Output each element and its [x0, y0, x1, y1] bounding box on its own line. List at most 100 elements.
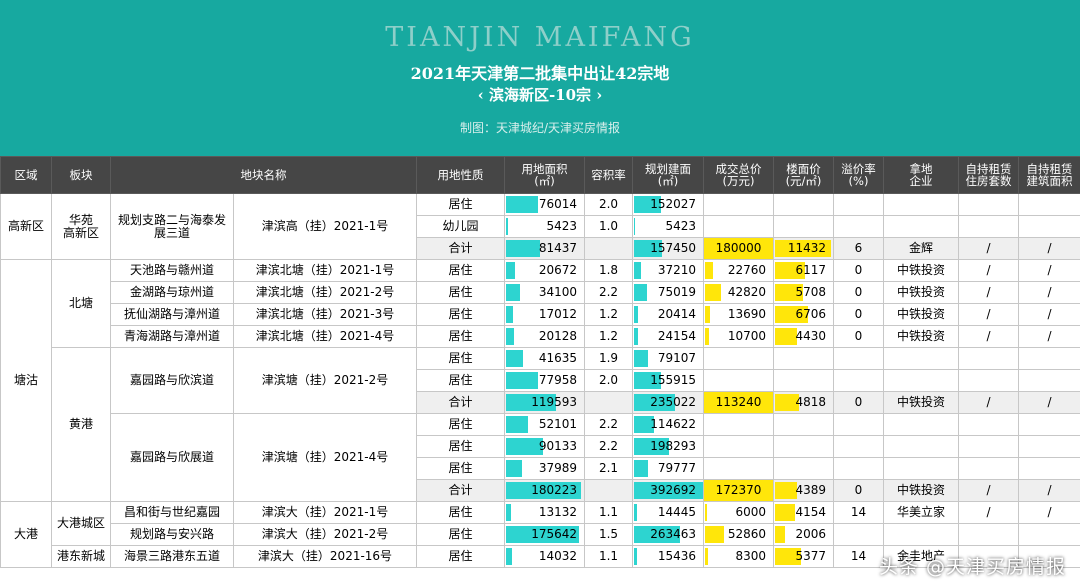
value-bar	[775, 526, 785, 543]
floor-price: 2006	[773, 523, 834, 546]
value-bar	[634, 240, 662, 257]
buyer	[883, 193, 959, 216]
plot-ratio: 1.5	[584, 523, 633, 546]
table-header-row: 区域 板块 地块名称 用地性质 用地面积 (㎡) 容积率 规划建面 (㎡) 成交总价 (万元)…	[0, 156, 1080, 194]
table-row: 合计 180223 392692 172370 4389 0 中铁投资 / /	[1, 479, 1080, 502]
parcel-code: 津滨北塘（挂）2021-4号	[233, 325, 417, 348]
land-use: 居住	[416, 193, 505, 216]
floor-price	[773, 457, 834, 480]
deal-price	[703, 369, 774, 392]
land-auction-table: 区域 板块 地块名称 用地性质 用地面积 (㎡) 容积率 规划建面 (㎡) 成交总价 (万元)…	[0, 156, 1080, 568]
region-cell: 塘沽	[0, 259, 52, 502]
planned-gfa: 37210	[632, 259, 704, 282]
land-use: 居住	[416, 523, 505, 546]
land-area: 14032	[504, 545, 585, 568]
land-use: 居住	[416, 457, 505, 480]
value-bar	[775, 240, 832, 257]
value-bar	[506, 504, 512, 521]
rental-area	[1018, 369, 1080, 392]
cell-value: 152027	[650, 197, 696, 212]
value-bar	[705, 548, 708, 565]
deal-price	[703, 215, 774, 238]
rental-area: /	[1018, 237, 1080, 260]
block-cell: 华苑 高新区	[51, 193, 111, 260]
planned-gfa: 198293	[632, 435, 704, 458]
rental-area	[1018, 193, 1080, 216]
parcel-name: 天池路与赣州道	[110, 259, 234, 282]
planned-gfa: 79777	[632, 457, 704, 480]
deal-price: 42820	[703, 281, 774, 304]
parcel-code: 津滨北塘（挂）2021-3号	[233, 303, 417, 326]
rental-units: /	[958, 237, 1019, 260]
cell-value: 52101	[538, 417, 577, 432]
cell-value: 198293	[650, 439, 696, 454]
value-bar	[775, 394, 799, 411]
cell-value: 392692	[650, 483, 696, 498]
land-area: 52101	[504, 413, 585, 436]
floor-price	[773, 369, 834, 392]
column-header: 自持租赁 住房套数	[958, 156, 1019, 194]
plot-ratio: 1.1	[584, 501, 633, 524]
rental-units: /	[958, 501, 1019, 524]
value-bar	[775, 262, 806, 279]
table-row: 金湖路与琼州道 津滨北塘（挂）2021-2号 居住 34100 2.2 75019 4282…	[1, 281, 1080, 304]
block-cell: 黄港	[51, 347, 111, 502]
value-bar	[705, 284, 721, 301]
planned-gfa: 79107	[632, 347, 704, 370]
buyer: 金圭地产	[883, 545, 959, 568]
cell-value: 15436	[657, 549, 696, 564]
value-bar	[775, 306, 808, 323]
cell-value: 14445	[657, 505, 696, 520]
value-bar	[775, 284, 804, 301]
buyer: 中铁投资	[883, 259, 959, 282]
value-bar	[634, 548, 637, 565]
value-bar	[506, 460, 522, 477]
parcel-name: 抚仙湖路与漳州道	[110, 303, 234, 326]
rental-area	[1018, 413, 1080, 436]
cell-value: 76014	[538, 197, 577, 212]
floor-price: 4430	[773, 325, 834, 348]
parcel-name: 青海湖路与漳州道	[110, 325, 234, 348]
premium-rate: 0	[833, 325, 884, 348]
premium-rate: 0	[833, 479, 884, 502]
planned-gfa: 263463	[632, 523, 704, 546]
rental-units: /	[958, 325, 1019, 348]
premium-rate	[833, 435, 884, 458]
land-use: 幼儿园	[416, 215, 505, 238]
rental-area: /	[1018, 325, 1080, 348]
land-area: 13132	[504, 501, 585, 524]
floor-price: 4818	[773, 391, 834, 414]
land-area: 20128	[504, 325, 585, 348]
value-bar	[634, 306, 638, 323]
land-use: 合计	[416, 237, 505, 260]
value-bar	[634, 416, 655, 433]
parcel-code: 津滨大（挂）2021-2号	[233, 523, 417, 546]
cell-value: 235022	[650, 395, 696, 410]
value-bar	[634, 394, 676, 411]
rental-units	[958, 457, 1019, 480]
column-header: 区域	[0, 156, 52, 194]
cell-value: 13132	[538, 505, 577, 520]
table-row: 港东新城 海景三路港东五道 津滨大（挂）2021-16号 居住 14032 1.1 1543…	[1, 545, 1080, 568]
buyer: 中铁投资	[883, 303, 959, 326]
cell-value: 263463	[650, 527, 696, 542]
value-bar	[775, 548, 802, 565]
page-subtitle: ‹ 滨海新区-10宗 ›	[477, 86, 603, 104]
planned-gfa: 114622	[632, 413, 704, 436]
land-use: 居住	[416, 501, 505, 524]
cell-value: 6000	[735, 505, 766, 520]
premium-rate	[833, 413, 884, 436]
rental-area: /	[1018, 501, 1080, 524]
rental-area: /	[1018, 479, 1080, 502]
parcel-name: 海景三路港东五道	[110, 545, 234, 568]
buyer	[883, 413, 959, 436]
rental-units	[958, 435, 1019, 458]
column-header: 拿地 企业	[883, 156, 959, 194]
cell-value: 17012	[538, 307, 577, 322]
cell-value: 5377	[795, 549, 826, 564]
premium-rate	[833, 457, 884, 480]
premium-rate	[833, 369, 884, 392]
land-use: 居住	[416, 303, 505, 326]
table-row: 高新区 华苑 高新区 规划支路二与海泰发展三道 津滨高（挂）2021-1号 居住 7601…	[0, 193, 1080, 260]
floor-price: 6706	[773, 303, 834, 326]
